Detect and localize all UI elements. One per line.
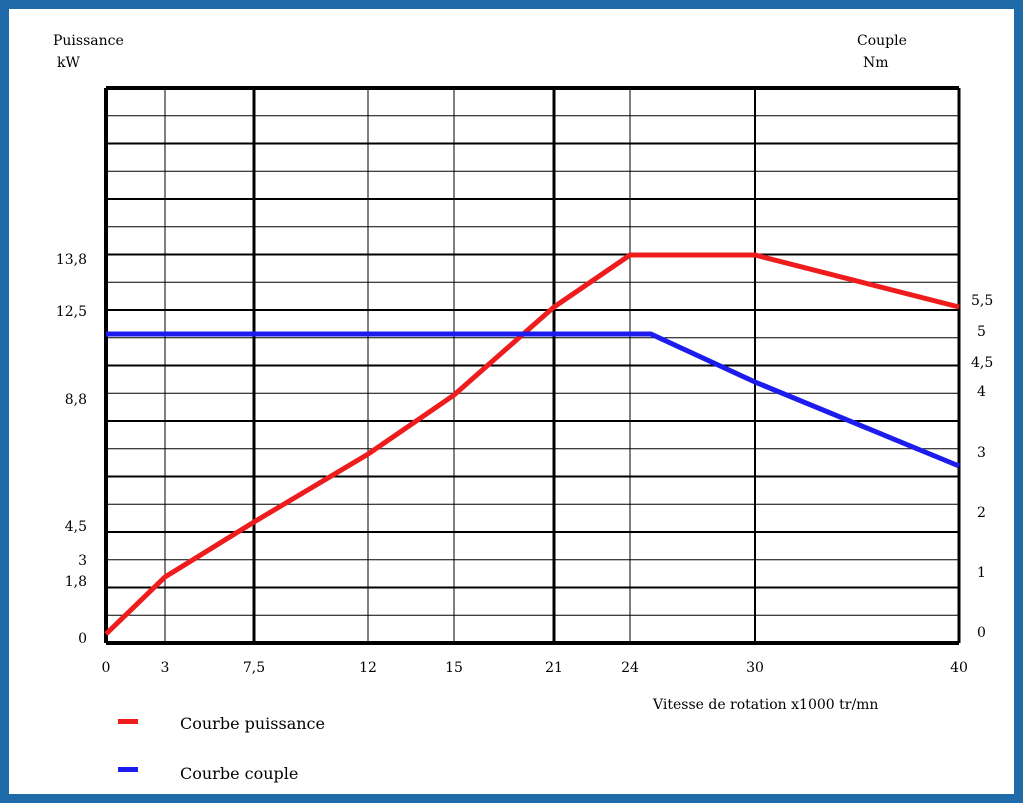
- left-tick-label: 8,8: [65, 392, 87, 408]
- x-tick-label: 30: [746, 660, 764, 676]
- right-tick-label: 4,5: [971, 355, 993, 371]
- right-tick-label: 4: [977, 384, 986, 400]
- right-tick-label: 1: [977, 565, 986, 581]
- left-tick-label: 1,8: [65, 574, 87, 590]
- legend: Courbe puissance Courbe couple: [118, 714, 325, 783]
- right-axis-label-line2: Nm: [863, 55, 889, 71]
- legend-swatch-power: [118, 719, 138, 724]
- x-axis-label: Vitesse de rotation x1000 tr/mn: [652, 697, 878, 713]
- x-ticks: 0 3 7,5 12 15 21 24 30 40: [102, 660, 968, 676]
- x-tick-label: 24: [621, 660, 639, 676]
- x-tick-label: 12: [359, 660, 377, 676]
- right-ticks: 0 1 2 3 4 4,5 5 5,5: [971, 293, 993, 641]
- left-tick-label: 12,5: [56, 304, 87, 320]
- legend-label-power: Courbe puissance: [180, 714, 325, 733]
- x-tick-label: 15: [445, 660, 463, 676]
- x-tick-label: 7,5: [243, 660, 265, 676]
- right-tick-label: 5,5: [971, 293, 993, 309]
- left-tick-label: 3: [78, 553, 87, 569]
- right-tick-label: 5: [977, 324, 986, 340]
- legend-label-torque: Courbe couple: [180, 764, 298, 783]
- x-tick-label: 3: [161, 660, 170, 676]
- left-ticks: 0 1,8 3 4,5 8,8 12,5 13,8: [56, 252, 87, 647]
- right-tick-label: 0: [977, 625, 986, 641]
- left-tick-label: 13,8: [56, 252, 87, 268]
- series-line-torque: [106, 331, 960, 469]
- chart-frame: Puissance kW Couple Nm 0 3 7,5 12 15 21 24 30 40…: [9, 9, 1014, 794]
- right-tick-label: 2: [977, 505, 986, 521]
- right-tick-label: 3: [977, 445, 986, 461]
- left-tick-label: 0: [78, 631, 87, 647]
- chart: Puissance kW Couple Nm 0 3 7,5 12 15 21 24 30 40…: [53, 33, 993, 783]
- left-axis-label-line2: kW: [57, 55, 80, 71]
- left-tick-label: 4,5: [65, 519, 87, 535]
- left-axis-label-line1: Puissance: [53, 33, 124, 49]
- right-axis-label-line1: Couple: [857, 33, 907, 49]
- series-line-power: [104, 252, 960, 636]
- series-layer: [104, 252, 960, 636]
- x-tick-label: 40: [950, 660, 968, 676]
- x-tick-label: 0: [102, 660, 111, 676]
- x-tick-label: 21: [545, 660, 563, 676]
- legend-swatch-torque: [118, 767, 138, 772]
- grid: [104, 86, 961, 645]
